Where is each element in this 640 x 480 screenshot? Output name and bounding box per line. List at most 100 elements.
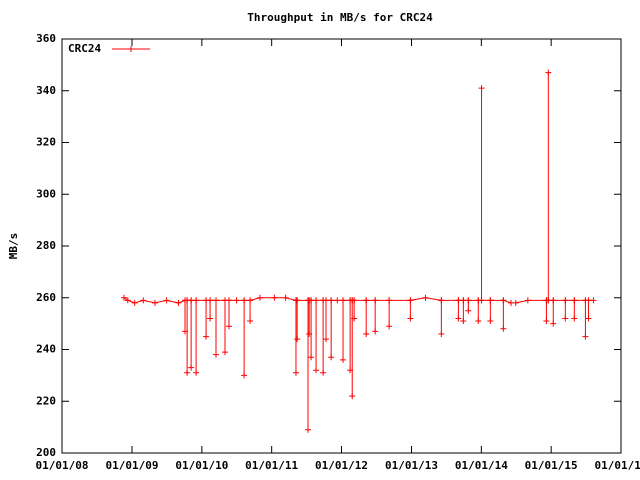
point-marker — [226, 323, 233, 330]
point-marker — [500, 297, 507, 304]
point-marker — [151, 299, 158, 306]
y-tick-label: 300 — [36, 187, 56, 200]
point-marker — [478, 297, 485, 304]
point-marker — [487, 297, 494, 304]
x-tick-label: 01/01/16 — [595, 459, 640, 472]
point-marker — [323, 336, 330, 343]
point-marker — [585, 315, 592, 322]
point-marker — [193, 369, 200, 376]
point-marker — [562, 315, 569, 322]
point-marker — [203, 333, 210, 340]
point-marker — [349, 393, 356, 400]
point-marker — [465, 297, 472, 304]
point-marker — [271, 294, 278, 301]
legend-label: CRC24 — [68, 42, 101, 55]
point-marker — [328, 354, 335, 361]
point-marker — [213, 351, 220, 358]
point-marker — [334, 297, 341, 304]
point-marker — [455, 315, 462, 322]
y-tick-label: 200 — [36, 446, 56, 459]
point-marker — [582, 333, 589, 340]
point-marker — [247, 318, 254, 325]
point-marker — [294, 297, 301, 304]
point-marker — [340, 297, 347, 304]
x-tick-label: 01/01/09 — [106, 459, 159, 472]
point-marker — [562, 297, 569, 304]
point-marker — [257, 294, 264, 301]
point-marker — [407, 297, 414, 304]
point-marker — [407, 315, 414, 322]
point-marker — [188, 364, 195, 371]
point-marker — [292, 369, 299, 376]
point-marker — [328, 297, 335, 304]
point-marker — [241, 297, 248, 304]
point-marker — [347, 367, 354, 374]
point-marker — [241, 372, 248, 379]
point-marker — [207, 297, 214, 304]
point-marker — [363, 330, 370, 337]
point-marker — [175, 299, 182, 306]
legend-marker — [128, 46, 134, 52]
point-marker — [213, 297, 220, 304]
point-marker — [475, 318, 482, 325]
x-tick-label: 01/01/08 — [36, 459, 89, 472]
point-marker — [372, 328, 379, 335]
point-marker — [140, 297, 147, 304]
point-marker — [524, 297, 531, 304]
point-marker — [124, 297, 131, 304]
point-marker — [550, 297, 557, 304]
x-tick-label: 01/01/13 — [385, 459, 438, 472]
point-marker — [294, 336, 301, 343]
point-marker — [363, 297, 370, 304]
y-tick-label: 280 — [36, 239, 56, 252]
point-marker — [386, 323, 393, 330]
point-marker — [308, 354, 315, 361]
point-marker — [386, 297, 393, 304]
x-tick-label: 01/01/14 — [455, 459, 508, 472]
point-marker — [512, 299, 519, 306]
x-tick-label: 01/01/12 — [315, 459, 368, 472]
point-marker — [163, 297, 170, 304]
y-tick-label: 360 — [36, 32, 56, 45]
point-marker — [438, 297, 445, 304]
point-marker — [422, 294, 429, 301]
point-marker — [233, 297, 240, 304]
point-marker — [543, 318, 550, 325]
point-marker — [247, 297, 254, 304]
chart-title: Throughput in MB/s for CRC24 — [247, 11, 433, 24]
point-marker — [571, 297, 578, 304]
point-marker — [351, 297, 358, 304]
point-marker — [193, 297, 200, 304]
point-marker — [282, 294, 289, 301]
y-tick-label: 340 — [36, 84, 56, 97]
point-marker — [590, 297, 597, 304]
point-marker — [372, 297, 379, 304]
x-tick-label: 01/01/10 — [175, 459, 228, 472]
y-tick-label: 260 — [36, 291, 56, 304]
y-tick-label: 320 — [36, 136, 56, 149]
y-tick-label: 240 — [36, 343, 56, 356]
point-marker — [305, 426, 312, 433]
y-tick-label: 220 — [36, 394, 56, 407]
point-marker — [306, 330, 313, 337]
point-marker — [487, 318, 494, 325]
point-marker — [226, 297, 233, 304]
point-marker — [351, 315, 358, 322]
point-marker — [313, 297, 320, 304]
point-marker — [320, 369, 327, 376]
point-marker — [550, 320, 557, 327]
point-marker — [131, 299, 138, 306]
point-marker — [207, 315, 214, 322]
point-marker — [340, 356, 347, 363]
y-axis-label: MB/s — [7, 233, 20, 260]
point-marker — [182, 328, 189, 335]
point-marker — [221, 349, 228, 356]
x-tick-label: 01/01/15 — [525, 459, 578, 472]
point-marker — [478, 85, 485, 92]
point-marker — [571, 315, 578, 322]
point-marker — [184, 369, 191, 376]
point-marker — [465, 307, 472, 314]
point-marker — [323, 297, 330, 304]
